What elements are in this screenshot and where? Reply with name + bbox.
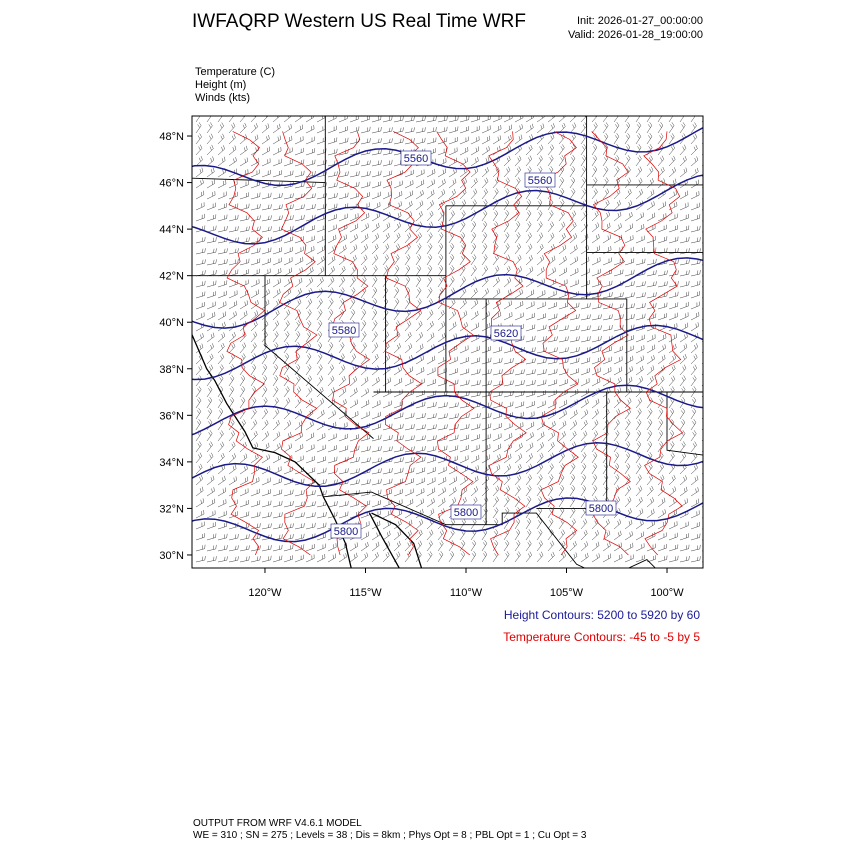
lat-tick-label: 34°N	[159, 457, 184, 469]
title: IWFAQRP Western US Real Time WRF	[192, 11, 526, 32]
temperature-contour	[643, 131, 684, 556]
valid-time: Valid: 2026-01-28_19:00:00	[568, 29, 703, 41]
wind-barbs	[195, 116, 703, 563]
lat-tick-label: 40°N	[159, 317, 184, 329]
contour-label: 5800	[589, 503, 613, 515]
init-time: Init: 2026-01-27_00:00:00	[577, 15, 703, 27]
lat-tick-label: 48°N	[159, 131, 184, 143]
contour-label: 5560	[404, 153, 428, 165]
contour-label: 5800	[454, 507, 478, 519]
contour-label: 5560	[528, 175, 552, 187]
lat-tick-label: 30°N	[159, 550, 184, 562]
contour-label-box	[400, 150, 432, 166]
field-label: Winds (kts)	[195, 92, 250, 104]
field-label: Temperature (C)	[195, 66, 275, 78]
contour-label: 5580	[332, 325, 356, 337]
height-legend: Height Contours: 5200 to 5920 by 60	[504, 608, 700, 622]
lon-tick-label: 110°W	[450, 587, 483, 599]
coastline	[368, 512, 423, 568]
lon-tick-label: 105°W	[550, 587, 584, 599]
temperature-contour	[384, 131, 423, 556]
lat-tick-label: 36°N	[159, 410, 184, 422]
height-contour	[192, 174, 703, 245]
height-contour	[192, 257, 703, 329]
state-border	[264, 275, 374, 439]
lat-tick-label: 42°N	[159, 271, 184, 283]
temperature-contour	[331, 131, 371, 556]
height-contour	[192, 497, 703, 543]
temperature-contour	[540, 131, 579, 556]
temperature-contour	[436, 131, 475, 556]
contour-label-box	[330, 523, 362, 539]
lon-tick-label: 120°W	[248, 587, 282, 599]
temperature-contour	[488, 131, 527, 556]
temperature-contour	[226, 131, 266, 556]
height-contour	[192, 384, 703, 436]
coastline	[192, 333, 352, 568]
lat-tick-label: 32°N	[159, 503, 184, 515]
contour-label-box	[585, 500, 617, 516]
state-border	[486, 298, 628, 392]
height-contour	[192, 441, 703, 488]
map-area	[192, 116, 703, 568]
lat-tick-label: 44°N	[159, 224, 184, 236]
map-frame	[191, 115, 704, 569]
state-border	[323, 491, 656, 568]
contour-label: 5620	[494, 328, 518, 340]
temperature-contour	[591, 131, 631, 556]
contour-label-box	[450, 504, 482, 520]
contour-label-box	[490, 325, 522, 341]
footer-text: OUTPUT FROM WRF V4.6.1 MODEL	[193, 818, 362, 829]
field-label: Height (m)	[195, 79, 246, 91]
contour-label-box	[328, 322, 360, 338]
state-border	[445, 205, 487, 300]
footer-text: WE = 310 ; SN = 275 ; Levels = 38 ; Dis …	[193, 830, 587, 841]
contour-label-box	[524, 172, 556, 188]
lat-tick-label: 38°N	[159, 364, 184, 376]
lon-tick-label: 100°W	[650, 587, 684, 599]
temperature-contour	[279, 131, 318, 556]
lat-tick-label: 46°N	[159, 178, 184, 190]
height-contour	[192, 126, 703, 187]
temperature-legend: Temperature Contours: -45 to -5 by 5	[503, 630, 700, 644]
lon-tick-label: 115°W	[349, 587, 382, 599]
contour-label: 5800	[334, 526, 358, 538]
height-contour	[192, 324, 703, 381]
